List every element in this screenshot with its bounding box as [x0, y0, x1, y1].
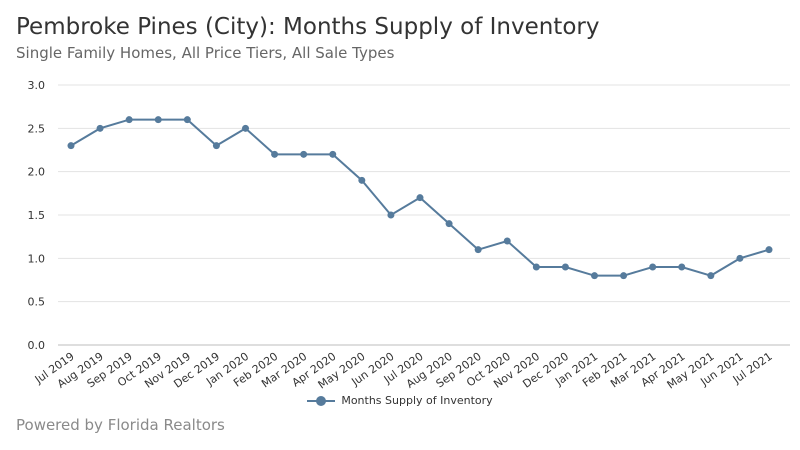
y-tick-label: 1.0	[28, 252, 46, 265]
data-point	[532, 263, 540, 271]
y-tick-label: 2.5	[28, 122, 46, 135]
data-point	[591, 272, 598, 280]
y-tick-label: 1.5	[28, 209, 46, 222]
data-point	[96, 124, 104, 132]
chart-legend[interactable]: Months Supply of Inventory	[0, 394, 800, 407]
data-point	[154, 116, 162, 124]
data-point	[620, 272, 628, 280]
chart-title: Pembroke Pines (City): Months Supply of …	[16, 14, 600, 40]
footer-credit: Powered by Florida Realtors	[16, 416, 225, 434]
y-tick-label: 0.0	[28, 339, 46, 352]
data-point	[474, 246, 482, 254]
data-point	[649, 263, 657, 271]
data-point	[212, 142, 220, 150]
legend-label: Months Supply of Inventory	[341, 394, 493, 407]
data-point	[183, 116, 191, 124]
data-point	[765, 246, 773, 254]
data-point	[329, 150, 337, 158]
data-point	[358, 176, 366, 184]
legend-swatch-icon	[307, 395, 336, 406]
data-point	[445, 220, 453, 228]
data-point	[416, 194, 424, 202]
data-point	[736, 254, 744, 262]
data-point	[242, 124, 249, 132]
data-point	[125, 116, 133, 124]
y-tick-label: 3.0	[28, 79, 46, 92]
y-tick-label: 0.5	[28, 296, 46, 309]
data-point	[387, 211, 395, 219]
data-point	[67, 142, 75, 150]
data-point	[300, 150, 308, 158]
chart-subtitle: Single Family Homes, All Price Tiers, Al…	[16, 44, 395, 62]
data-point	[561, 263, 569, 271]
y-tick-label: 2.0	[28, 166, 46, 179]
data-point	[678, 263, 686, 271]
data-point	[503, 237, 511, 245]
data-point	[271, 150, 279, 158]
data-point	[707, 272, 715, 280]
